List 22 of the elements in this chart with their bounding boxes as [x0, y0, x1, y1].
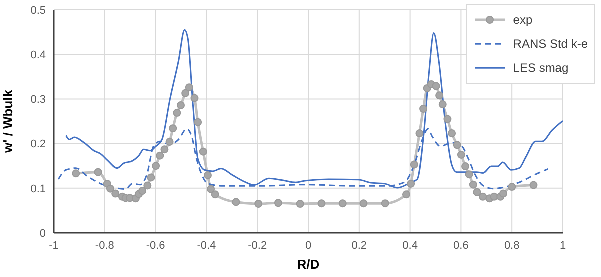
y-tick-label: 0.4: [30, 50, 46, 62]
x-tick-label: 0.8: [504, 240, 520, 252]
y-axis-title: w' / Wbulk: [0, 89, 16, 154]
y-tick-label: 0.5: [30, 4, 46, 17]
x-tick-label: 1: [560, 240, 566, 252]
x-tick-label: -0.6: [146, 240, 166, 252]
y-tick-label: 0.3: [30, 94, 46, 106]
legend-label: exp: [513, 13, 533, 27]
x-tick-label: 0: [305, 240, 312, 252]
y-tick-label: 0.2: [30, 138, 46, 151]
x-tick-label: 0.2: [352, 240, 368, 252]
legend-label: LES smag: [513, 61, 569, 75]
y-tick-label: 0.1: [30, 183, 46, 196]
legend-label: RANS Std k-e: [513, 37, 588, 51]
x-axis-title: R/D: [297, 257, 320, 272]
x-tick-label: 0.6: [454, 240, 469, 252]
y-tick-label: 0: [40, 228, 46, 240]
x-tick-label: -0.8: [95, 240, 114, 252]
x-tick-label: 0.4: [402, 240, 418, 252]
x-tick-label: -0.4: [197, 240, 216, 252]
x-tick-label: -0.2: [248, 240, 268, 252]
x-tick-label: -1: [49, 240, 59, 252]
